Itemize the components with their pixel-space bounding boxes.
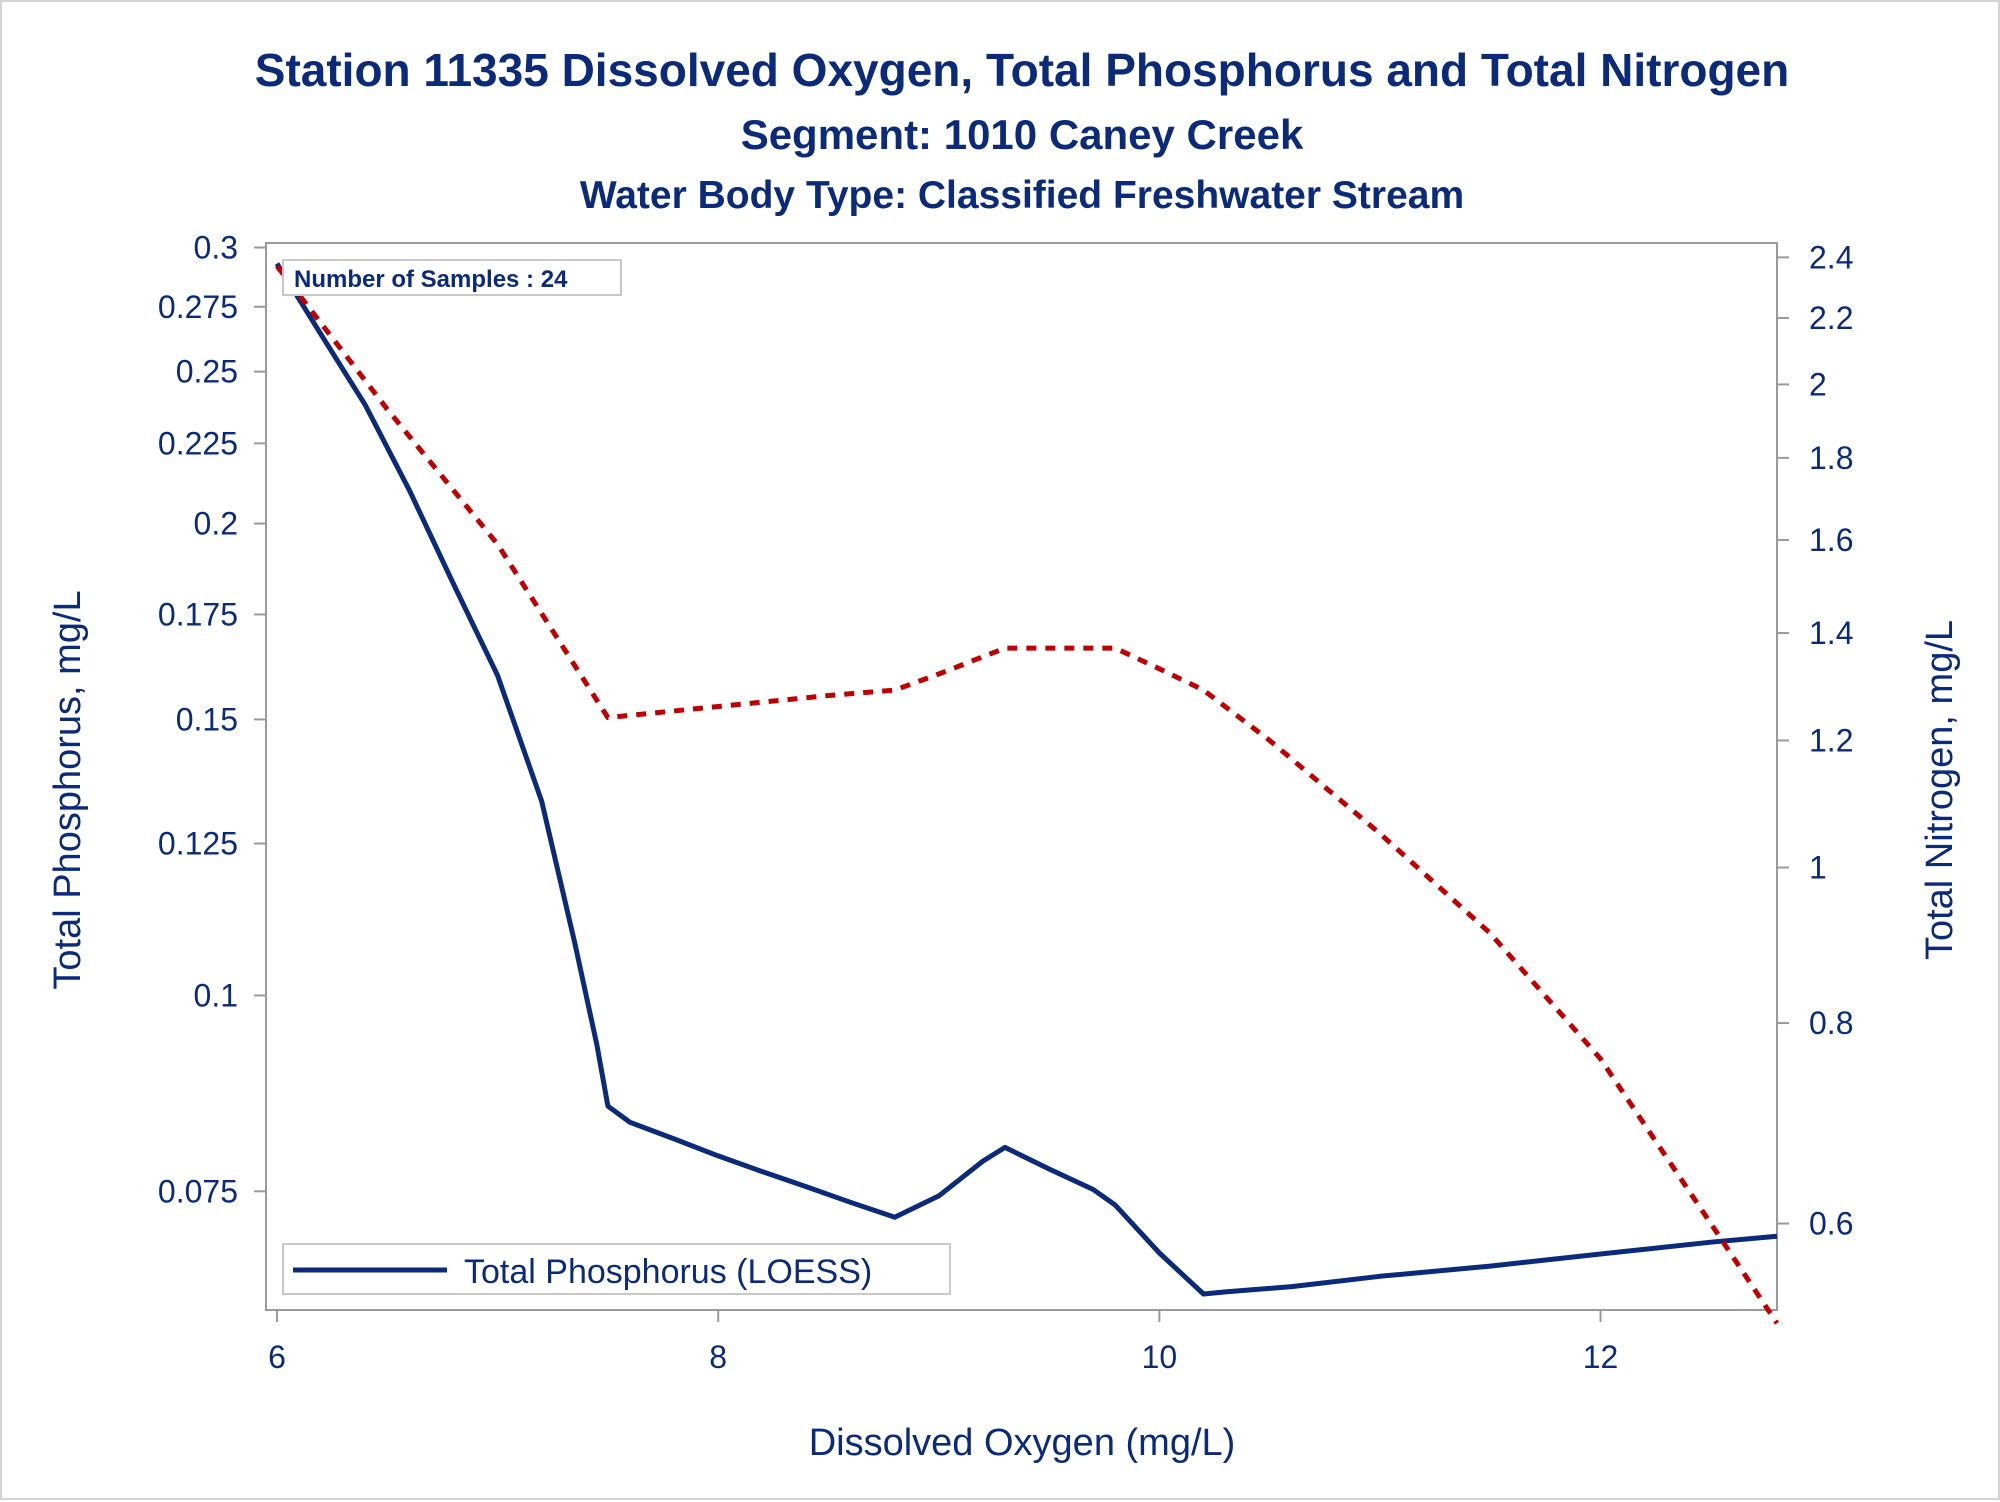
x-axis-label: Dissolved Oxygen (mg/L) (809, 1422, 1236, 1464)
y-tick-label: 0.075 (158, 1173, 238, 1209)
legend-label-phosphorus: Total Phosphorus (LOESS) (464, 1253, 872, 1291)
y2-tick-label: 0.6 (1809, 1206, 1853, 1242)
y2-tick-label: 1.6 (1809, 522, 1853, 558)
y-axis-left: 0.3 0.275 0.25 0.225 0.2 0.175 0.15 0.125 0.1 0.0… (158, 230, 266, 1209)
y-tick-label: 0.15 (176, 701, 238, 737)
y2-axis-label: Total Nitrogen, mg/L (1919, 620, 1961, 960)
plot-border (265, 242, 1778, 1311)
y2-tick-label: 2.2 (1809, 300, 1853, 336)
y-tick-label: 0.3 (194, 230, 238, 266)
x-axis: 6 8 10 12 (268, 1310, 1618, 1375)
legend: Total Phosphorus (LOESS) (282, 1243, 951, 1295)
x-tick-label: 12 (1583, 1339, 1619, 1375)
y-tick-label: 0.175 (158, 596, 238, 632)
y-axis-label: Total Phosphorus, mg/L (47, 590, 89, 989)
nitrogen-series-line (275, 264, 1780, 1325)
y2-tick-label: 1 (1809, 850, 1827, 886)
sample-count-box: Number of Samples : 24 (282, 259, 622, 296)
y-axis-right: 2.4 2.2 2 1.8 1.6 1.4 1.2 1 0.8 0.6 (1777, 239, 1853, 1242)
sample-count-text: Number of Samples : 24 (294, 266, 568, 293)
y2-tick-label: 2 (1809, 366, 1827, 402)
plot-area (265, 242, 1778, 1311)
phosphorus-series-line (274, 262, 1778, 1297)
y2-tick-label: 0.8 (1809, 1005, 1853, 1041)
x-tick-label: 10 (1142, 1339, 1178, 1375)
y-tick-label: 0.225 (158, 425, 238, 461)
y2-tick-label: 1.8 (1809, 440, 1853, 476)
y2-tick-label: 1.2 (1809, 722, 1853, 758)
sample-count-border (282, 259, 622, 296)
chart-subtitle-2: Water Body Type: Classified Freshwater S… (580, 174, 1464, 217)
chart-title: Station 11335 Dissolved Oxygen, Total Ph… (255, 44, 1789, 96)
y2-tick-label: 2.4 (1809, 239, 1853, 275)
chart-subtitle: Segment: 1010 Caney Creek (741, 111, 1304, 158)
series-group (274, 262, 1780, 1325)
x-tick-label: 6 (268, 1339, 286, 1375)
y-tick-label: 0.275 (158, 289, 238, 325)
y-tick-label: 0.1 (194, 977, 238, 1013)
y-tick-label: 0.2 (194, 506, 238, 542)
y-tick-label: 0.125 (158, 826, 238, 862)
y2-tick-label: 1.4 (1809, 615, 1853, 651)
x-tick-label: 8 (709, 1339, 727, 1375)
y-tick-label: 0.25 (176, 354, 238, 390)
